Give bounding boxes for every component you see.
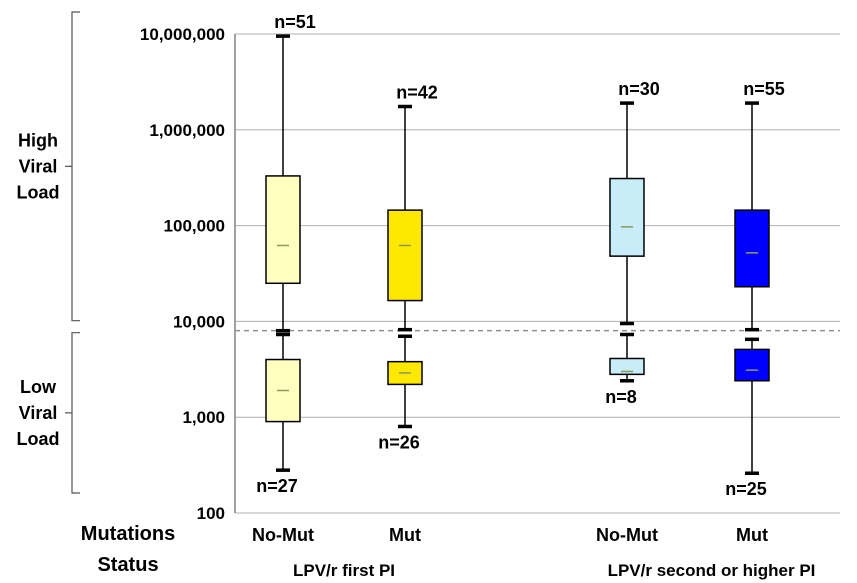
n-label: n=42 bbox=[396, 83, 438, 103]
n-label: n=8 bbox=[605, 387, 637, 407]
category-label: No-Mut bbox=[596, 525, 658, 545]
region-bracket bbox=[65, 11, 80, 322]
y-tick-label: 100,000 bbox=[164, 217, 225, 236]
box-high bbox=[265, 34, 301, 333]
box-high bbox=[387, 104, 423, 332]
bracket-line bbox=[71, 332, 80, 494]
group-label: LPV/r first PI bbox=[293, 561, 395, 580]
box-low bbox=[265, 332, 301, 472]
region-label: Load bbox=[17, 182, 60, 202]
x-axis-title: Mutations bbox=[81, 523, 175, 545]
group-label: LPV/r second or higher PI bbox=[608, 561, 816, 580]
box-high bbox=[609, 101, 645, 326]
region-label: High bbox=[18, 130, 58, 150]
box-low bbox=[734, 337, 770, 475]
box-low bbox=[387, 334, 423, 429]
category-label: Mut bbox=[389, 525, 421, 545]
box-iqr bbox=[609, 357, 645, 376]
n-label: n=27 bbox=[256, 476, 298, 496]
n-label: n=25 bbox=[725, 479, 767, 499]
n-label: n=26 bbox=[378, 432, 420, 452]
category-label: Mut bbox=[736, 525, 768, 545]
region-label: Viral bbox=[19, 403, 58, 423]
y-tick-label: 10,000 bbox=[173, 312, 225, 331]
region-bracket bbox=[65, 332, 80, 494]
box-iqr bbox=[734, 348, 770, 382]
box-high bbox=[734, 101, 770, 332]
y-tick-label: 1,000,000 bbox=[149, 121, 225, 140]
box-low bbox=[609, 332, 645, 383]
y-tick-label: 10,000,000 bbox=[140, 25, 225, 44]
region-label: Load bbox=[17, 429, 60, 449]
region-label: Viral bbox=[19, 156, 58, 176]
n-label: n=30 bbox=[618, 79, 660, 99]
box-iqr bbox=[734, 209, 770, 288]
x-axis-title: Status bbox=[97, 554, 158, 576]
y-tick-label: 100 bbox=[197, 504, 225, 523]
box-iqr bbox=[265, 175, 301, 285]
n-label: n=55 bbox=[743, 79, 785, 99]
box-iqr bbox=[387, 209, 423, 302]
region-label: Low bbox=[20, 377, 57, 397]
y-tick-label: 1,000 bbox=[182, 408, 225, 427]
box-iqr bbox=[609, 177, 645, 257]
n-label: n=51 bbox=[274, 12, 316, 32]
bracket-line bbox=[71, 11, 80, 322]
category-label: No-Mut bbox=[252, 525, 314, 545]
